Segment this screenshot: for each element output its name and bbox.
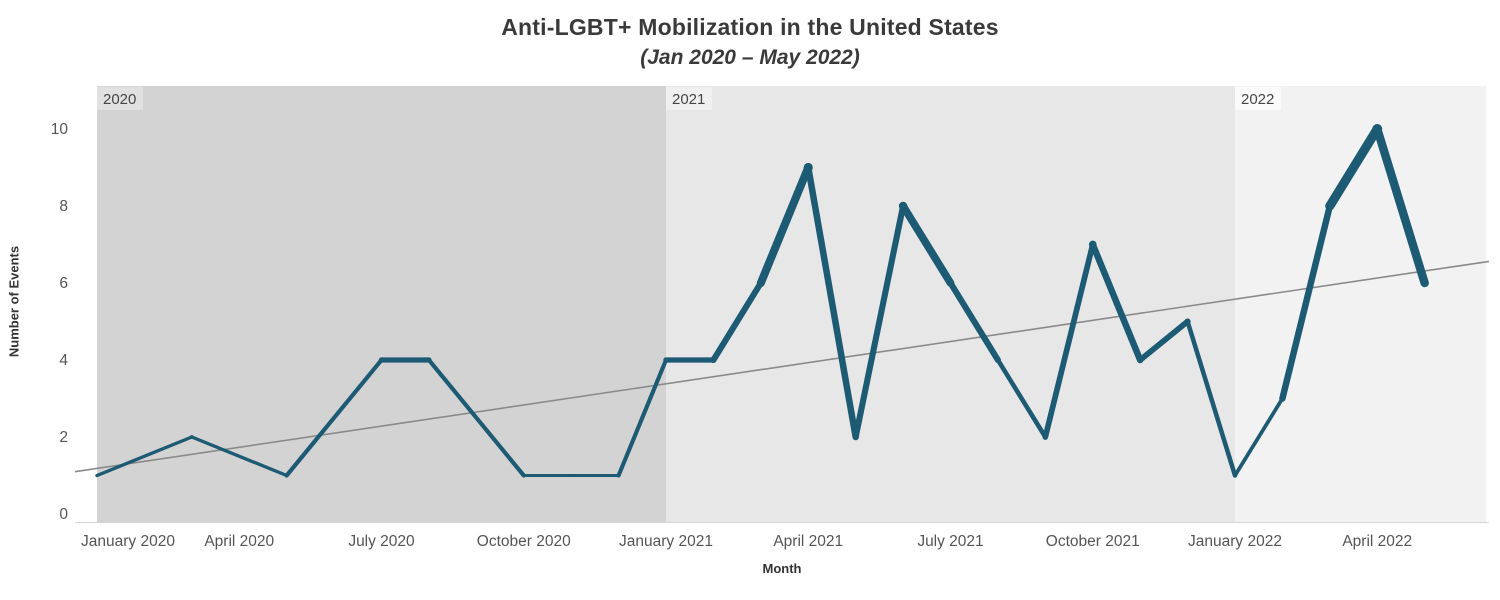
- year-label-2021: 2021: [672, 91, 705, 108]
- data-line-segment: [426, 357, 526, 478]
- data-line-segment: [190, 435, 289, 478]
- data-point-Jan-2020: [95, 474, 99, 477]
- year-band-2021: [666, 86, 1235, 522]
- data-line-segment: [95, 435, 194, 478]
- data-point-May-2021: [853, 435, 858, 439]
- data-line-segment: [899, 202, 955, 287]
- data-point-Jun-2021: [898, 201, 908, 211]
- data-point-Apr-2022: [1372, 124, 1383, 134]
- data-line-segment: [1373, 124, 1429, 288]
- data-point-Sep-2021: [1043, 435, 1048, 439]
- data-line-segment: [1279, 202, 1334, 402]
- data-point-Nov-2021: [1137, 357, 1143, 363]
- x-tick-label-January-2021: January 2021: [619, 533, 713, 550]
- data-line-segment: [1089, 241, 1144, 364]
- data-point-Jan-2022: [1233, 474, 1237, 477]
- data-point-Nov-2020: [569, 474, 573, 477]
- data-line-segment: [616, 357, 669, 478]
- data-line-segment: [852, 202, 907, 441]
- data-line-segment: [756, 163, 813, 288]
- data-point-Aug-2020: [426, 357, 432, 363]
- data-point-Jan-2021: [663, 357, 669, 363]
- y-tick-label-4: 4: [59, 352, 68, 369]
- data-point-Apr-2021: [803, 162, 813, 173]
- data-point-Dec-2020: [617, 474, 621, 477]
- data-line-segment: [1137, 318, 1191, 363]
- data-point-May-2020: [285, 474, 289, 477]
- data-point-Oct-2021: [1088, 240, 1097, 249]
- x-tick-label-April-2022: April 2022: [1342, 533, 1412, 550]
- data-line-segment: [284, 357, 384, 478]
- trend-line: [74, 260, 1490, 473]
- data-line-segment: [947, 279, 1001, 364]
- x-axis-title: Month: [762, 561, 802, 576]
- y-tick-label-2: 2: [59, 429, 68, 446]
- data-line-segment: [1042, 241, 1096, 440]
- y-tick-label-0: 0: [59, 506, 68, 523]
- chart-title: Anti-LGBT+ Mobilization in the United St…: [501, 14, 999, 40]
- data-line-segment: [1185, 319, 1238, 478]
- data-line-segment: [1233, 396, 1285, 478]
- data-point-Jul-2020: [378, 357, 385, 363]
- data-point-Mar-2022: [1325, 201, 1335, 211]
- data-point-Jul-2021: [947, 279, 954, 287]
- year-band-2020: [97, 86, 666, 522]
- data-point-Mar-2021: [757, 279, 765, 287]
- y-tick-label-6: 6: [59, 275, 68, 292]
- x-tick-label-October-2021: October 2021: [1046, 533, 1140, 550]
- year-chip-2021: [666, 87, 712, 110]
- year-chip-2020: [97, 87, 143, 110]
- data-line-segment: [710, 279, 764, 364]
- data-point-Dec-2021: [1184, 318, 1191, 325]
- y-tick-label-10: 10: [51, 121, 69, 138]
- data-point-Oct-2020: [522, 474, 526, 477]
- data-line-segment: [1325, 124, 1382, 211]
- data-point-Feb-2021: [710, 357, 717, 363]
- x-tick-label-July-2020: July 2020: [348, 533, 415, 550]
- data-line-segment: [995, 357, 1048, 440]
- year-label-2022: 2022: [1241, 91, 1274, 108]
- data-point-Mar-2020: [189, 435, 194, 439]
- data-point-Aug-2021: [995, 357, 1001, 363]
- x-tick-label-January-2022: January 2022: [1188, 533, 1282, 550]
- x-tick-label-January-2020: January 2020: [81, 533, 175, 550]
- x-tick-label-April-2020: April 2020: [204, 533, 274, 550]
- data-point-Feb-2022: [1280, 396, 1285, 401]
- data-point-May-2022: [1421, 279, 1429, 287]
- year-chip-2022: [1235, 87, 1281, 110]
- x-tick-label-July-2021: July 2021: [917, 533, 983, 550]
- data-line-segment: [805, 164, 859, 441]
- x-tick-label-October-2020: October 2020: [477, 533, 571, 550]
- year-label-2020: 2020: [103, 91, 136, 108]
- y-tick-label-8: 8: [59, 198, 68, 215]
- x-tick-label-April-2021: April 2021: [773, 533, 843, 550]
- chart-subtitle: (Jan 2020 – May 2022): [640, 46, 860, 69]
